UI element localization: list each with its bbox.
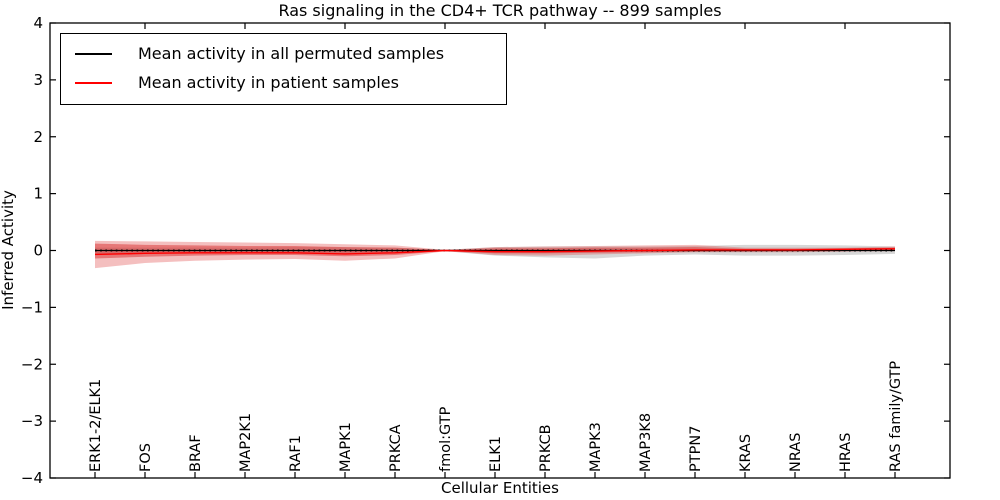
x-tick-label: MAP2K1	[238, 413, 254, 472]
y-tick-label: 3	[33, 71, 43, 89]
x-tick-label: KRAS	[738, 434, 754, 472]
y-axis-label: Inferred Activity	[0, 190, 17, 310]
x-tick-label: ELK1	[488, 436, 504, 472]
patient-line-swatch	[75, 81, 112, 84]
y-tick-label: −1	[21, 298, 43, 316]
x-tick-label: MAPK1	[338, 422, 354, 472]
legend-box: Mean activity in all permuted samples Me…	[60, 33, 507, 105]
legend-label-permuted: Mean activity in all permuted samples	[138, 44, 445, 63]
x-tick-label: RAS family/GTP	[888, 361, 904, 472]
y-tick-label: −3	[21, 412, 43, 430]
permuted-line-swatch	[75, 52, 112, 55]
x-tick-labels: ERK1-2/ELK1 FOS BRAF MAP2K1 RAF1 MAPK1 PRKCA fm…	[88, 361, 904, 472]
axis-ticks	[50, 22, 950, 479]
series-lines	[94, 248, 896, 256]
y-tick-label: 0	[33, 242, 43, 260]
legend-item-patient: Mean activity in patient samples	[61, 68, 506, 97]
y-tick-labels: 4 3 2 1 0 −1 −2 −3 −4	[21, 14, 43, 487]
x-tick-label: PTPN7	[688, 426, 704, 472]
x-tick-label: MAP3K8	[638, 413, 654, 472]
x-tick-label: MAPK3	[588, 422, 604, 472]
x-tick-label: fmol:GTP	[438, 406, 454, 472]
confidence-bands	[95, 240, 895, 269]
y-tick-label: −2	[21, 355, 43, 373]
x-axis-label: Cellular Entities	[441, 479, 559, 497]
y-tick-label: 2	[33, 128, 43, 146]
x-tick-label: PRKCA	[388, 424, 404, 472]
line-patient-mean	[94, 248, 896, 256]
x-tick-label: PRKCB	[538, 424, 554, 472]
x-tick-label: RAF1	[288, 435, 304, 472]
legend-item-permuted: Mean activity in all permuted samples	[61, 39, 506, 68]
legend-label-patient: Mean activity in patient samples	[138, 73, 399, 92]
chart-title: Ras signaling in the CD4+ TCR pathway --…	[278, 1, 721, 20]
y-tick-label: 1	[33, 185, 43, 203]
y-tick-label: 4	[33, 14, 43, 32]
x-tick-label: NRAS	[788, 433, 804, 472]
x-tick-label: BRAF	[188, 434, 204, 472]
y-tick-label: −4	[21, 469, 43, 487]
x-tick-label: ERK1-2/ELK1	[88, 379, 104, 472]
x-tick-label: FOS	[138, 443, 154, 472]
x-tick-label: HRAS	[838, 432, 854, 472]
